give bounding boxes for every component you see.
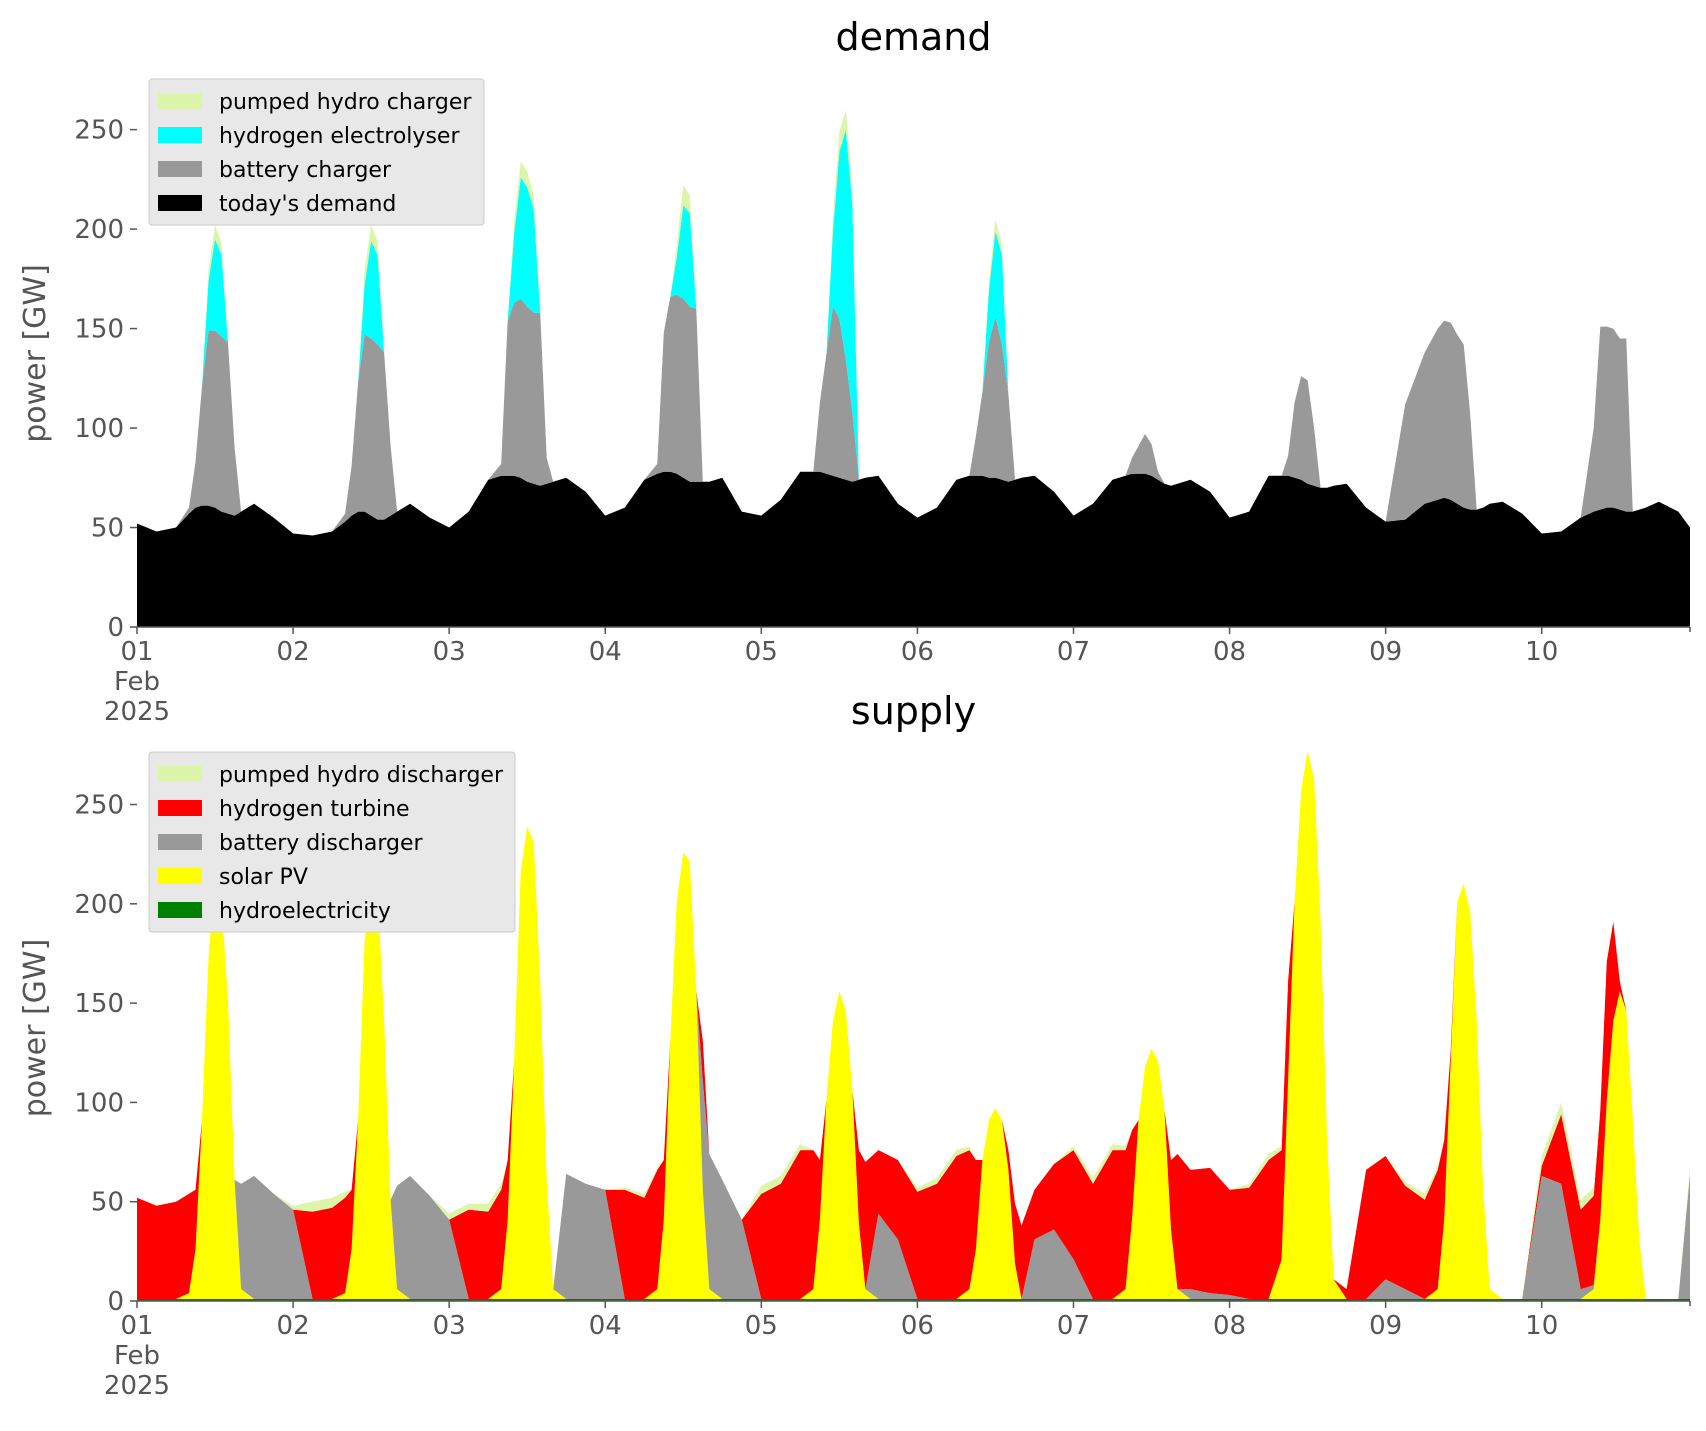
- legend-swatch: [158, 766, 202, 782]
- y-axis-label: power [GW]: [18, 264, 53, 443]
- series-area-battery-discharger: [137, 750, 1690, 1299]
- chart-title: supply: [851, 689, 976, 733]
- chart-title: demand: [835, 15, 991, 59]
- y-tick-label: 50: [91, 514, 124, 544]
- x-tick-label: 07: [1057, 1311, 1090, 1341]
- legend-label: hydroelectricity: [219, 899, 391, 924]
- series-area-hydrogen-electrolyser: [137, 129, 1690, 536]
- x-tick-label: 08: [1213, 1311, 1246, 1341]
- x-tick-label: 02: [277, 1311, 310, 1341]
- y-tick-label: 100: [74, 1088, 124, 1118]
- legend-swatch: [158, 127, 202, 143]
- y-tick-label: 0: [107, 1287, 124, 1317]
- legend-label: battery charger: [219, 158, 392, 183]
- y-axis-label: power [GW]: [18, 939, 53, 1118]
- legend-label: pumped hydro discharger: [219, 763, 504, 788]
- y-tick-label: 250: [74, 116, 124, 146]
- y-tick-label: 250: [74, 791, 124, 821]
- x-tick-label: 06: [901, 1311, 934, 1341]
- x-tick-label-date-extra: 2025: [104, 697, 170, 727]
- series-area-solar-pv: [137, 750, 1690, 1299]
- legend-label: battery discharger: [219, 831, 424, 856]
- y-tick-label: 150: [74, 315, 124, 345]
- legend-label: solar PV: [219, 865, 308, 890]
- y-tick-label: 100: [74, 414, 124, 444]
- x-tick-label: 05: [745, 1311, 778, 1341]
- series-area-hydrogen-turbine: [137, 750, 1690, 1299]
- series-area-battery-charger: [137, 294, 1690, 536]
- y-tick-label: 200: [74, 890, 124, 920]
- legend-swatch: [158, 195, 202, 211]
- legend: pumped hydro charger hydrogen electrolyse…: [148, 78, 485, 226]
- legend-swatch: [158, 93, 202, 109]
- legend-box: [148, 751, 516, 933]
- y-tick-label: 0: [107, 613, 124, 643]
- x-tick-label: 04: [589, 1311, 622, 1341]
- legend-label: hydrogen turbine: [219, 797, 410, 822]
- x-tick-label: 10: [1525, 637, 1558, 667]
- y-tick-label: 150: [74, 989, 124, 1019]
- x-tick-label: 01: [120, 1311, 153, 1341]
- x-tick-label: 08: [1213, 637, 1246, 667]
- legend-swatch: [158, 834, 202, 850]
- legend-swatch: [158, 868, 202, 884]
- x-tick-label-date-extra: Feb: [114, 667, 160, 697]
- x-tick-label: 03: [433, 1311, 466, 1341]
- x-tick-label: 06: [901, 637, 934, 667]
- legend-swatch: [158, 902, 202, 918]
- x-tick-label: 05: [745, 637, 778, 667]
- x-tick-label-date-extra: Feb: [114, 1341, 160, 1371]
- y-tick-label: 200: [74, 215, 124, 245]
- x-tick-label: 10: [1525, 1311, 1558, 1341]
- legend: pumped hydro discharger hydrogen turbine b…: [148, 751, 516, 933]
- legend-label: hydrogen electrolyser: [219, 124, 460, 149]
- legend-label: pumped hydro charger: [219, 90, 472, 115]
- legend-box: [148, 78, 485, 226]
- x-tick-label: 09: [1369, 1311, 1402, 1341]
- legend-swatch: [158, 800, 202, 816]
- x-tick-label-date-extra: 2025: [104, 1371, 170, 1401]
- x-tick-label: 02: [277, 637, 310, 667]
- x-tick-label: 09: [1369, 637, 1402, 667]
- x-tick-label: 04: [589, 637, 622, 667]
- y-tick-label: 50: [91, 1188, 124, 1218]
- x-tick-label: 07: [1057, 637, 1090, 667]
- legend-swatch: [158, 161, 202, 177]
- legend-label: today's demand: [219, 192, 396, 217]
- x-tick-label: 01: [120, 637, 153, 667]
- series-area-today-s-demand: [137, 471, 1690, 627]
- x-tick-label: 03: [433, 637, 466, 667]
